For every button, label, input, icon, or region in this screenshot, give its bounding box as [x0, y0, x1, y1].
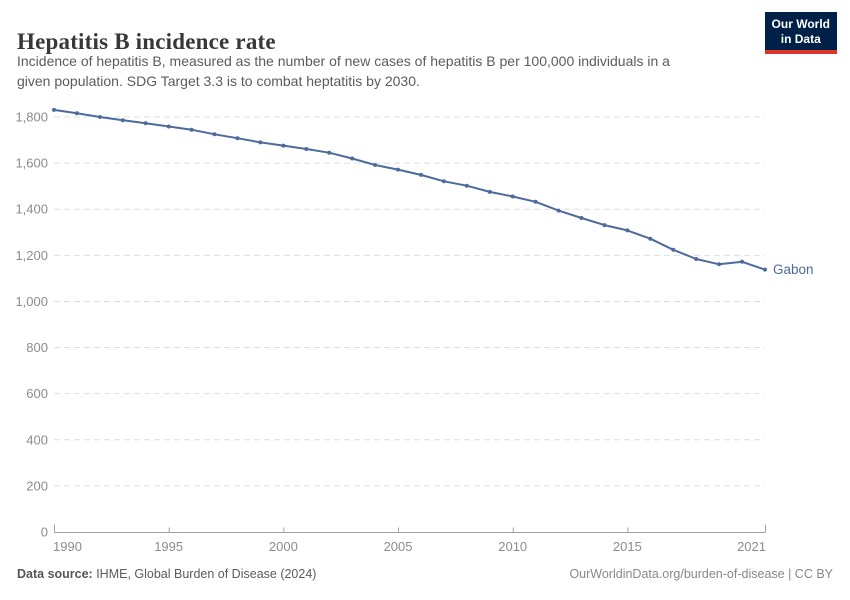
chart-subtitle: Incidence of hepatitis B, measured as th…: [17, 51, 670, 91]
x-axis-tick-label: 1995: [154, 539, 183, 554]
data-point[interactable]: [189, 127, 194, 132]
owid-logo: Our World in Data: [764, 12, 837, 54]
data-point[interactable]: [648, 236, 653, 241]
data-point[interactable]: [763, 267, 767, 272]
data-point[interactable]: [694, 257, 699, 261]
data-point[interactable]: [120, 118, 125, 123]
data-point[interactable]: [350, 156, 355, 161]
page-title: Hepatitis B incidence rate: [17, 29, 276, 55]
logo-text-line: in Data: [780, 31, 821, 46]
logo-text-line: Our World: [771, 17, 830, 31]
data-source-value: IHME, Global Burden of Disease (2024): [92, 567, 317, 581]
x-axis-tick-label: 2000: [269, 539, 298, 554]
credit-license: | CC BY: [784, 567, 833, 581]
y-axis-tick-label: 1,000: [15, 294, 48, 309]
x-axis-tick-label: 2021: [737, 539, 766, 554]
subtitle-line: Incidence of hepatitis B, measured as th…: [17, 53, 670, 69]
data-point[interactable]: [143, 121, 148, 126]
data-point[interactable]: [212, 132, 217, 137]
data-point[interactable]: [740, 259, 745, 264]
y-axis-tick-label: 800: [26, 340, 48, 355]
data-point[interactable]: [464, 183, 469, 188]
data-point[interactable]: [510, 194, 515, 199]
data-point[interactable]: [52, 107, 56, 112]
x-axis-tick-label: 1990: [53, 539, 82, 554]
y-axis-tick-label: 1,800: [15, 110, 48, 125]
data-point[interactable]: [579, 216, 584, 220]
data-point[interactable]: [717, 262, 722, 267]
x-axis-tick-label: 2005: [384, 539, 413, 554]
series-end-label[interactable]: Gabon: [773, 262, 814, 277]
chart-footer: Data source: IHME, Global Burden of Dise…: [17, 567, 833, 581]
data-point[interactable]: [419, 172, 423, 177]
subtitle-line: given population. SDG Target 3.3 is to c…: [17, 73, 420, 89]
x-axis-tick-label: 2015: [613, 539, 642, 554]
data-point[interactable]: [671, 247, 676, 252]
data-point[interactable]: [235, 136, 240, 141]
y-axis-tick-label: 1,600: [15, 156, 48, 171]
credit-link[interactable]: OurWorldinData.org/burden-of-disease: [569, 567, 785, 581]
y-axis-tick-label: 0: [41, 525, 48, 540]
data-point[interactable]: [166, 124, 171, 129]
data-point[interactable]: [396, 167, 400, 172]
data-point[interactable]: [74, 111, 79, 116]
y-axis-tick-label: 400: [26, 432, 48, 447]
y-axis-tick-label: 600: [26, 386, 48, 401]
data-point[interactable]: [556, 208, 561, 213]
data-point[interactable]: [97, 115, 102, 119]
y-axis-tick-label: 200: [26, 478, 48, 493]
series-line-gabon[interactable]: [53, 108, 766, 271]
data-point[interactable]: [304, 147, 309, 151]
data-point[interactable]: [441, 179, 446, 184]
data-point[interactable]: [258, 140, 263, 145]
credit-line: OurWorldinData.org/burden-of-disease | C…: [569, 567, 833, 581]
data-source-label: Data source:: [17, 567, 93, 581]
data-point[interactable]: [625, 228, 630, 233]
data-point[interactable]: [487, 189, 492, 194]
data-point[interactable]: [327, 150, 332, 155]
data-source: Data source: IHME, Global Burden of Dise…: [17, 567, 316, 581]
y-axis-tick-label: 1,400: [15, 202, 48, 217]
data-point[interactable]: [373, 163, 378, 167]
y-axis-tick-label: 1,200: [15, 248, 48, 263]
data-point[interactable]: [281, 143, 286, 148]
data-point[interactable]: [533, 199, 538, 204]
x-axis-tick-label: 2010: [498, 539, 527, 554]
data-point[interactable]: [602, 223, 607, 228]
